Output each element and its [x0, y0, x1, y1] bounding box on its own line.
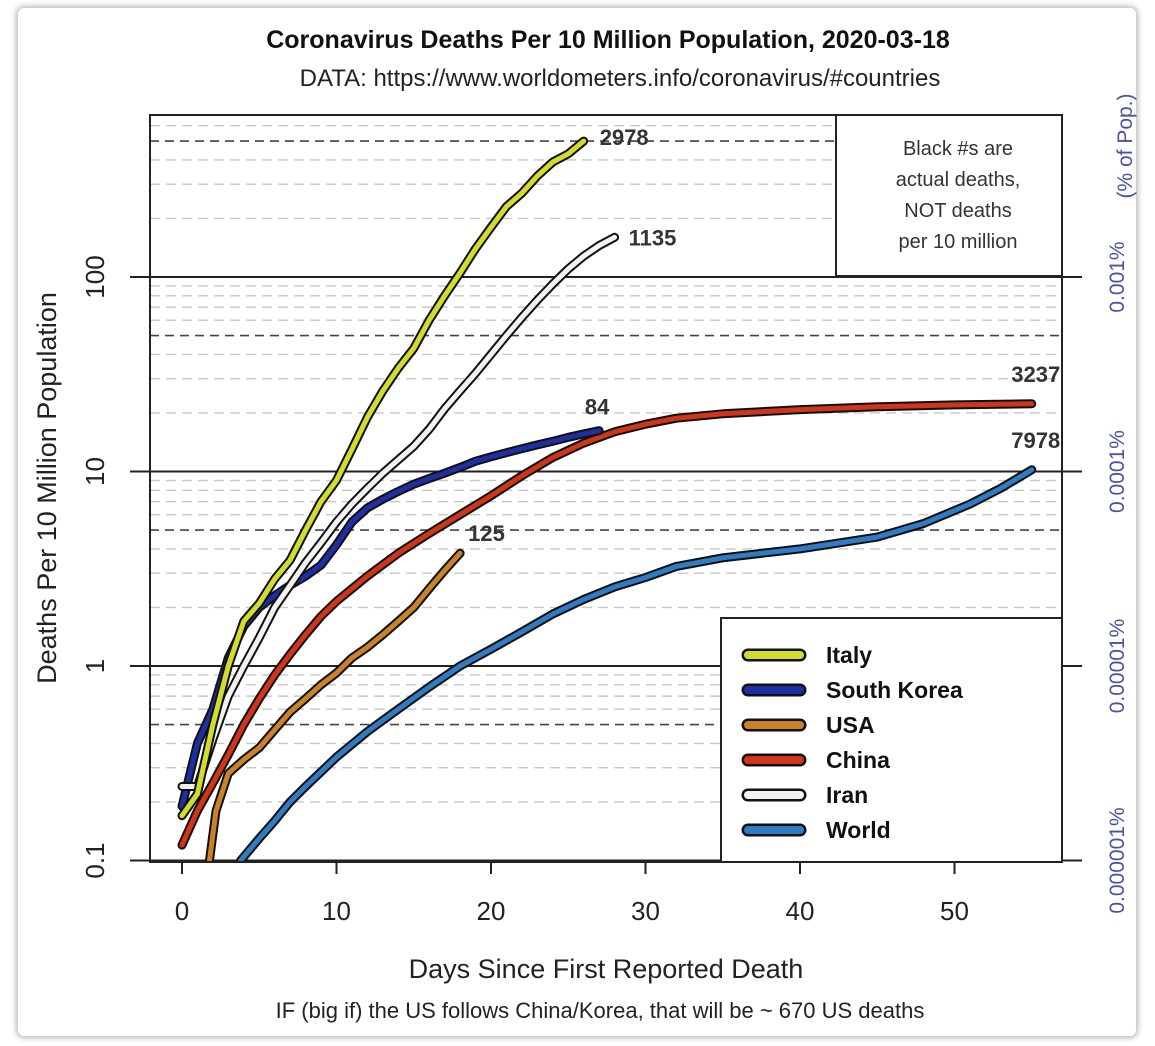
chart-subtitle: DATA: https://www.worldometers.info/coro…	[300, 65, 941, 92]
legend-label: Iran	[826, 782, 868, 808]
x-tick-label: 40	[786, 896, 815, 926]
legend-item-china: China	[741, 747, 890, 773]
x-tick-label: 50	[940, 896, 969, 926]
legend-label: World	[826, 817, 891, 843]
series-china	[177, 399, 1037, 850]
y2-axis-label: (% of Pop.)	[1114, 93, 1137, 198]
end-label-iran: 1135	[629, 225, 677, 250]
end-label-china: 3237	[1011, 362, 1060, 387]
series-line-italy	[179, 138, 587, 819]
chart-title: Coronavirus Deaths Per 10 Million Popula…	[266, 26, 950, 54]
note-line-4: per 10 million	[899, 231, 1018, 253]
legend-item-south-korea: South Korea	[741, 677, 963, 703]
footnote: IF (big if) the US follows China/Korea, …	[276, 998, 925, 1023]
legend-label: Italy	[826, 642, 872, 668]
series-layer	[177, 136, 1037, 862]
y2-tick-label: 0.0001%	[1106, 430, 1129, 513]
axes: 0 10 20 30 40 50 0.1 1 10 100 0.000001% 0.00001% 0.0…	[80, 241, 1129, 926]
legend-label: USA	[826, 712, 875, 738]
end-label-usa: 125	[468, 521, 505, 546]
series-world	[236, 465, 1037, 862]
series-line-iran	[179, 234, 618, 789]
y2-tick-label: 0.001%	[1106, 241, 1129, 312]
legend-item-usa: USA	[741, 712, 875, 738]
series-line-world	[238, 467, 1035, 862]
legend-item-iran: Iran	[741, 782, 868, 808]
series-line-usa	[206, 550, 463, 862]
x-tick-label: 10	[322, 896, 351, 926]
series-italy	[177, 136, 589, 821]
y2-tick-label: 0.000001%	[1106, 807, 1129, 913]
end-label-world: 7978	[1011, 428, 1060, 453]
legend-label: South Korea	[826, 677, 963, 703]
plot-border	[149, 114, 1063, 863]
legend-item-world: World	[741, 817, 891, 843]
y-axis-label: Deaths Per 10 Million Population	[32, 292, 62, 684]
end-label-italy: 2978	[600, 125, 649, 150]
legend-label: China	[826, 747, 890, 773]
legend: Italy South Korea USA China Iran World	[720, 617, 1063, 863]
legend-item-italy: Italy	[741, 642, 872, 668]
x-tick-label: 0	[175, 896, 189, 926]
series-usa	[204, 548, 465, 862]
note-box-border	[835, 114, 1063, 277]
y-tick-label: 0.1	[80, 842, 110, 878]
y-tick-label: 100	[80, 255, 110, 298]
x-axis-label: Days Since First Reported Death	[409, 954, 804, 984]
series-iran	[177, 232, 620, 791]
x-tick-label: 30	[631, 896, 660, 926]
note-line-2: actual deaths,	[896, 169, 1021, 191]
y-tick-label: 1	[80, 659, 110, 673]
end-labels: 2978 84 125 3237 1135 7978	[468, 125, 1060, 546]
y2-tick-label: 0.00001%	[1106, 619, 1129, 714]
y-tick-label: 10	[80, 457, 110, 486]
x-tick-label: 20	[477, 896, 506, 926]
note-box: Black #s are actual deaths, NOT deaths p…	[835, 114, 1063, 277]
note-line-3: NOT deaths	[904, 200, 1011, 222]
end-label-south-korea: 84	[585, 395, 610, 420]
note-line-1: Black #s are	[903, 138, 1013, 160]
series-line-china	[179, 401, 1035, 848]
